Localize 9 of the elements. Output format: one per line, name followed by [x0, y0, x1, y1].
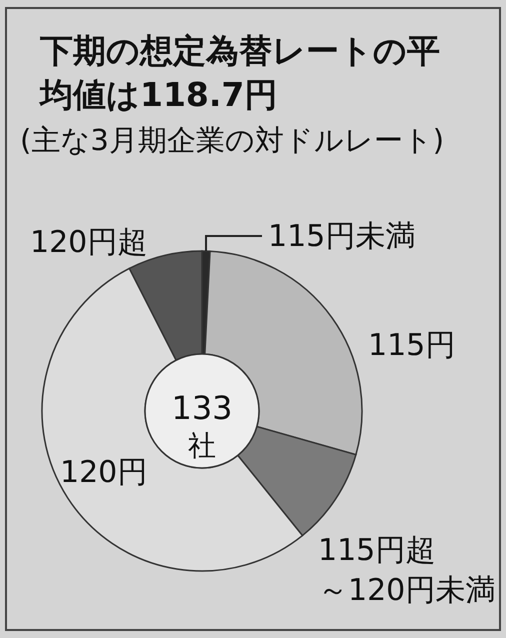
- slice-label: 120円: [60, 455, 148, 490]
- text: 133: [171, 389, 233, 427]
- slice-label: 115円超～120円未満: [318, 533, 496, 608]
- slice-label: 115円未満: [268, 219, 416, 254]
- chart-title: 下期の想定為替レートの平均値は118.7円: [38, 31, 440, 114]
- text: 社: [188, 429, 216, 462]
- slice-label: 120円超: [30, 225, 148, 260]
- slice-label: 115円: [368, 328, 456, 363]
- chart-subtitle: (主な3月期企業の対ドルレート): [20, 123, 444, 157]
